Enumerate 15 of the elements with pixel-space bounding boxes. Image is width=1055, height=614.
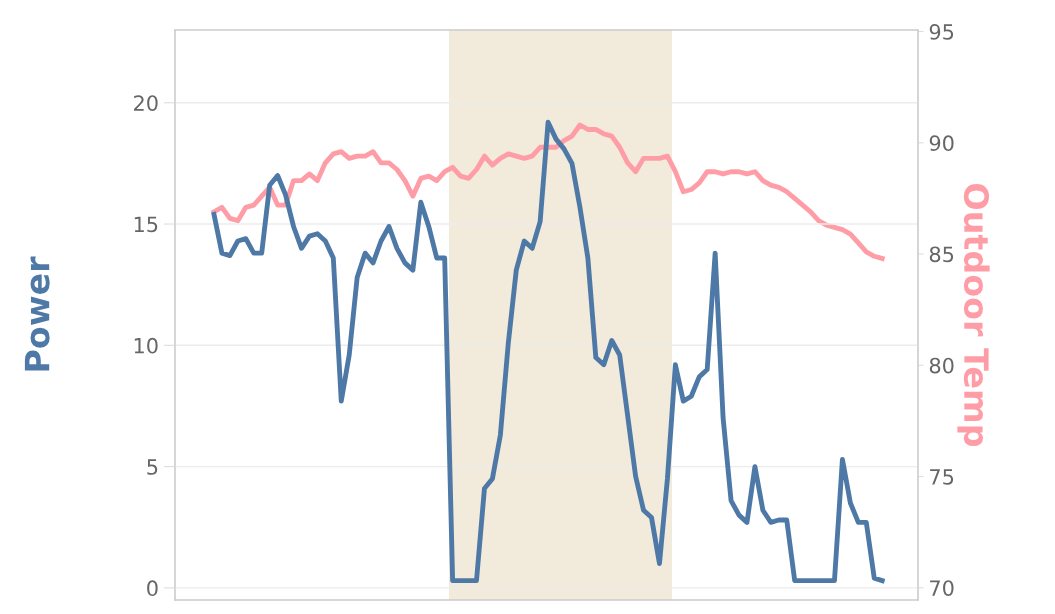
y-tick-label: 5 [147,459,158,475]
y2-tick-label: 70 [930,580,954,596]
y2-tick-label: 95 [929,24,954,40]
y2-axis-title: Outdoor Temp [957,184,990,447]
y2-tick-label: 90 [929,135,954,152]
y2-tick-label: 80 [929,357,954,374]
line-series [211,122,885,261]
y-tick-label: 0 [147,580,158,597]
y-tick-label: 10 [134,337,158,354]
y-tick-label: 15 [134,216,158,233]
y2-tick-label: 85 [929,246,954,263]
y-axis-title: Power [24,256,50,371]
y2-tick-label: 75 [930,469,954,485]
y-tick-label: 20 [134,95,158,111]
line-series [211,119,885,584]
